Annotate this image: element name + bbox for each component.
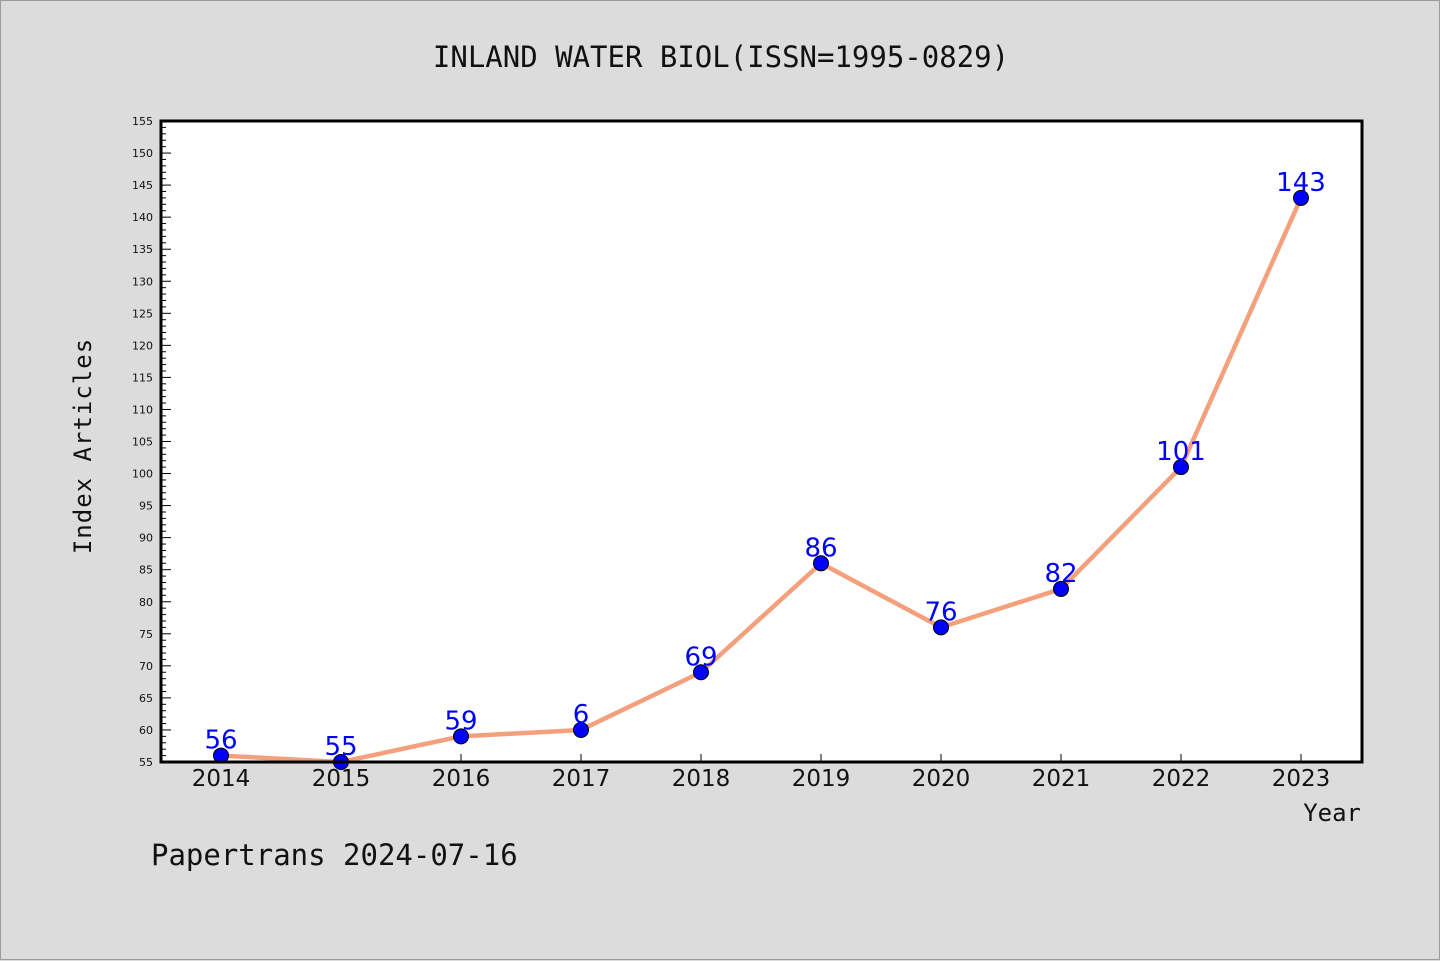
data-label: 6	[573, 700, 590, 730]
y-tick-label: 130	[132, 275, 153, 288]
y-tick-label: 70	[139, 660, 153, 673]
x-tick-label: 2021	[1032, 766, 1091, 792]
x-tick-label: 2020	[912, 766, 971, 792]
footer-text: Papertrans 2024-07-16	[151, 838, 518, 872]
y-tick-label: 125	[132, 307, 153, 320]
series-line	[218, 195, 1304, 765]
data-label: 59	[444, 706, 477, 736]
y-tick-label: 115	[132, 371, 153, 384]
x-tick-label: 2019	[792, 766, 851, 792]
y-tick-label: 95	[139, 500, 153, 513]
x-tick-label: 2015	[312, 766, 371, 792]
data-point	[1173, 459, 1189, 476]
y-tick-label: 55	[139, 756, 153, 769]
data-label: 101	[1156, 437, 1206, 467]
chart-title: INLAND WATER BIOL(ISSN=1995-0829)	[433, 40, 1009, 74]
data-label: 82	[1044, 559, 1077, 589]
data-point	[693, 664, 709, 681]
data-point	[573, 721, 589, 738]
y-tick-label: 100	[132, 468, 153, 481]
y-tick-label: 155	[132, 115, 153, 128]
y-tick-label: 120	[132, 339, 153, 352]
x-tick-label: 2018	[672, 766, 731, 792]
y-tick-label: 145	[132, 179, 153, 192]
data-label: 86	[804, 533, 837, 563]
y-axis: 55 60 65 70 75 80 85 90 95 100 105 110 115 120 125 130 1…	[132, 115, 171, 769]
series-group: 56 55 59 6 69 86 76 82 101 143	[204, 168, 1326, 770]
y-tick-label: 85	[139, 564, 153, 577]
y-tick-label: 150	[132, 147, 153, 160]
y-axis-label: Index Articles	[69, 338, 97, 554]
data-label: 76	[924, 597, 957, 627]
data-label: 69	[684, 642, 717, 672]
data-point	[813, 555, 829, 572]
y-tick-label: 90	[139, 532, 153, 545]
y-tick-label: 135	[132, 243, 153, 256]
data-point	[453, 728, 469, 745]
x-axis-label: Year	[1303, 799, 1361, 827]
x-tick-label: 2023	[1272, 766, 1331, 792]
y-tick-label: 105	[132, 436, 153, 449]
data-point	[1053, 580, 1069, 597]
y-tick-label: 110	[132, 403, 153, 416]
y-tick-label: 60	[139, 724, 153, 737]
y-tick-label: 80	[139, 596, 153, 609]
data-label: 56	[204, 726, 237, 756]
x-axis: 2014 2015 2016 2017 2018 2019 2020 2021 2022 2023	[192, 754, 1331, 792]
y-tick-label: 140	[132, 211, 153, 224]
x-tick-label: 2014	[192, 766, 251, 792]
plot-area	[161, 121, 1362, 762]
data-point	[1293, 189, 1309, 206]
data-point	[933, 619, 949, 636]
x-tick-label: 2016	[432, 766, 491, 792]
y-tick-label: 75	[139, 628, 153, 641]
plot-border	[159, 119, 1364, 764]
data-label: 143	[1276, 168, 1326, 198]
y-tick-label: 65	[139, 692, 153, 705]
data-label: 55	[324, 732, 357, 762]
x-tick-label: 2022	[1152, 766, 1211, 792]
x-tick-label: 2017	[552, 766, 611, 792]
